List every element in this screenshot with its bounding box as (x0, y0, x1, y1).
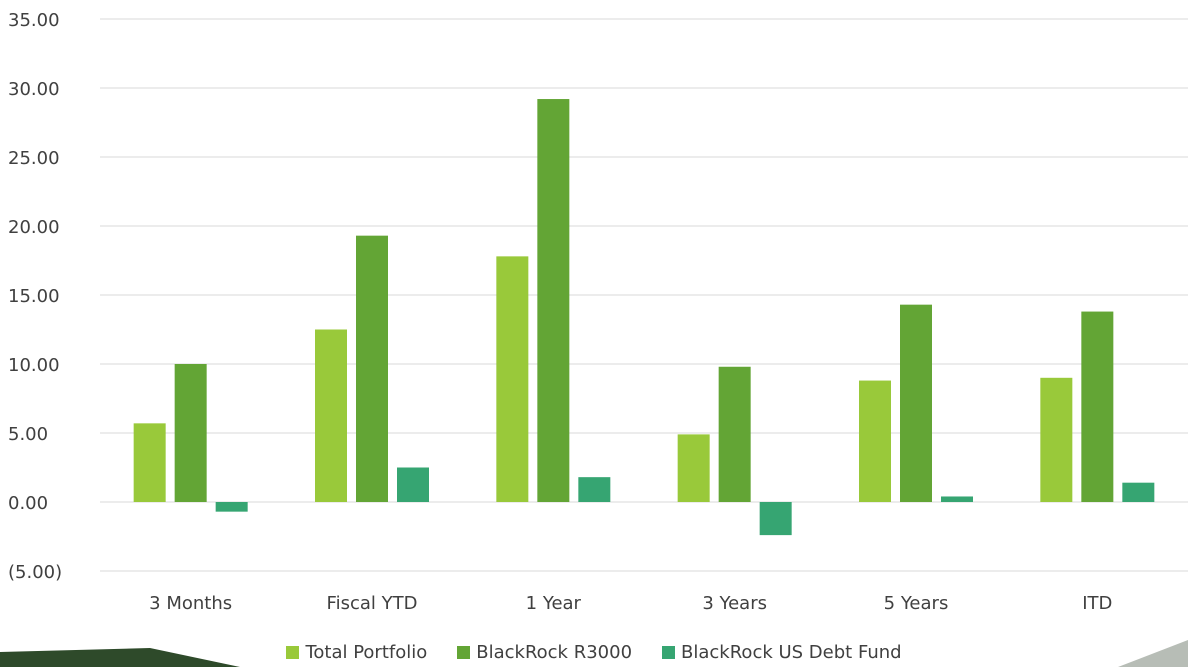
legend: Total Portfolio BlackRock R3000 BlackRoc… (0, 638, 1188, 666)
y-tick-label: 25.00 (8, 148, 60, 169)
legend-item-total-portfolio: Total Portfolio (286, 642, 427, 663)
y-tick-label: 0.00 (8, 493, 48, 514)
legend-swatch (286, 645, 300, 659)
y-tick-label: 30.00 (8, 79, 60, 100)
bar-blackrock-r3000-3-years (718, 366, 751, 502)
legend-swatch (457, 645, 471, 659)
y-tick-label: 10.00 (8, 355, 60, 376)
bar-blackrock-r3000-fiscal-ytd (356, 235, 388, 502)
y-tick-label: 5.00 (8, 424, 48, 445)
x-category-label: 3 Years (702, 593, 767, 614)
bar-blackrock-us-debt-fund-itd (1122, 482, 1155, 502)
y-tick-label: 20.00 (8, 217, 60, 238)
bar-total-portfolio-itd (1040, 377, 1073, 502)
bar-blackrock-r3000-5-years (900, 304, 932, 502)
y-tick-label: 15.00 (8, 286, 60, 307)
y-axis: (5.00) 0.00 5.00 10.00 15.00 20.00 25.00 30.00 3… (8, 10, 62, 583)
bar-blackrock-us-debt-fund-1-year (578, 477, 611, 502)
x-category-label: 3 Months (149, 593, 232, 614)
bars (133, 99, 1155, 536)
bar-blackrock-us-debt-fund-5-years (941, 496, 973, 502)
x-category-label: 5 Years (884, 593, 949, 614)
legend-item-blackrock-us-debt-fund: BlackRock US Debt Fund (662, 642, 902, 663)
bar-blackrock-r3000-itd (1081, 311, 1114, 502)
slide-corner-decoration-right (1118, 640, 1188, 667)
bar-blackrock-us-debt-fund-3-years (759, 502, 792, 536)
bar-blackrock-r3000-1-year (537, 99, 570, 502)
bar-total-portfolio-fiscal-ytd (315, 329, 347, 502)
bar-blackrock-us-debt-fund-fiscal-ytd (397, 467, 429, 502)
bar-total-portfolio-5-years (859, 380, 891, 502)
bar-blackrock-us-debt-fund-3-months (215, 502, 248, 512)
legend-item-blackrock-r3000: BlackRock R3000 (457, 642, 632, 663)
legend-label: BlackRock US Debt Fund (681, 641, 902, 663)
bar-chart: (5.00) 0.00 5.00 10.00 15.00 20.00 25.00 30.00 3… (8, 10, 1188, 614)
legend-label: Total Portfolio (305, 641, 428, 663)
x-axis: 3 Months Fiscal YTD 1 Year 3 Years 5 Years IT… (149, 593, 1112, 614)
bar-total-portfolio-1-year (496, 256, 529, 502)
x-category-label: Fiscal YTD (327, 593, 418, 614)
legend-swatch (662, 645, 676, 659)
bar-total-portfolio-3-months (133, 423, 166, 502)
y-tick-label: 35.00 (8, 10, 60, 31)
slide-corner-decoration-left (0, 648, 240, 667)
x-category-label: ITD (1082, 593, 1112, 614)
x-category-label: 1 Year (526, 593, 582, 614)
bar-total-portfolio-3-years (677, 434, 710, 502)
gridlines (100, 18, 1188, 572)
legend-label: BlackRock R3000 (476, 641, 633, 663)
y-tick-label: (5.00) (8, 562, 62, 583)
bar-blackrock-r3000-3-months (174, 364, 207, 502)
